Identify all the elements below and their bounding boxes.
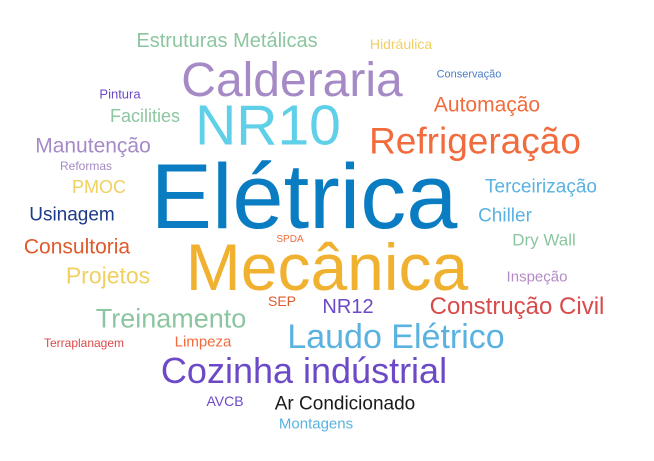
word-eletrica: Elétrica [150, 146, 458, 248]
word-chiller: Chiller [478, 205, 532, 227]
word-nr10: NR10 [195, 93, 341, 158]
word-manutencao: Manutenção [35, 134, 151, 158]
word-projetos: Projetos [65, 262, 151, 289]
word-hidraulica: Hidráulica [369, 36, 433, 52]
word-pmoc: PMOC [72, 177, 126, 197]
word-usinagem: Usinagem [29, 204, 115, 226]
word-pintura: Pintura [99, 86, 141, 102]
word-laudo-eletrico: Laudo Elétrico [287, 318, 505, 356]
word-facilities: Facilities [109, 106, 181, 126]
word-mecanica: Mecânica [185, 230, 469, 304]
word-consultoria: Consultoria [23, 235, 131, 259]
word-calderaria: Calderaria [181, 54, 403, 107]
word-automacao: Automação [433, 93, 541, 117]
word-treinamento: Treinamento [95, 303, 247, 334]
word-reformas: Reformas [59, 159, 113, 173]
word-conservacao: Conservação [436, 68, 502, 81]
word-construcao-civil: Construção Civil [429, 293, 605, 320]
word-dry-wall: Dry Wall [512, 230, 576, 250]
word-terraplanagem: Terraplanagem [43, 336, 125, 350]
word-avcb: AVCB [206, 393, 244, 409]
word-estruturas-metalicas: Estruturas Metálicas [136, 30, 318, 52]
word-sep: SEP [267, 293, 297, 309]
word-limpeza: Limpeza [174, 333, 232, 351]
word-montagens: Montagens [278, 415, 354, 433]
word-spda: SPDA [276, 234, 304, 245]
word-ar-condicionado: Ar Condicionado [274, 393, 416, 415]
word-cozinha-industrial: Cozinha indústrial [160, 350, 448, 391]
word-terceirizacao: Terceirização [485, 176, 597, 198]
word-inspecao: Inspeção [506, 268, 568, 286]
word-nr12: NR12 [322, 296, 374, 318]
word-refrigeracao: Refrigeração [369, 120, 581, 162]
